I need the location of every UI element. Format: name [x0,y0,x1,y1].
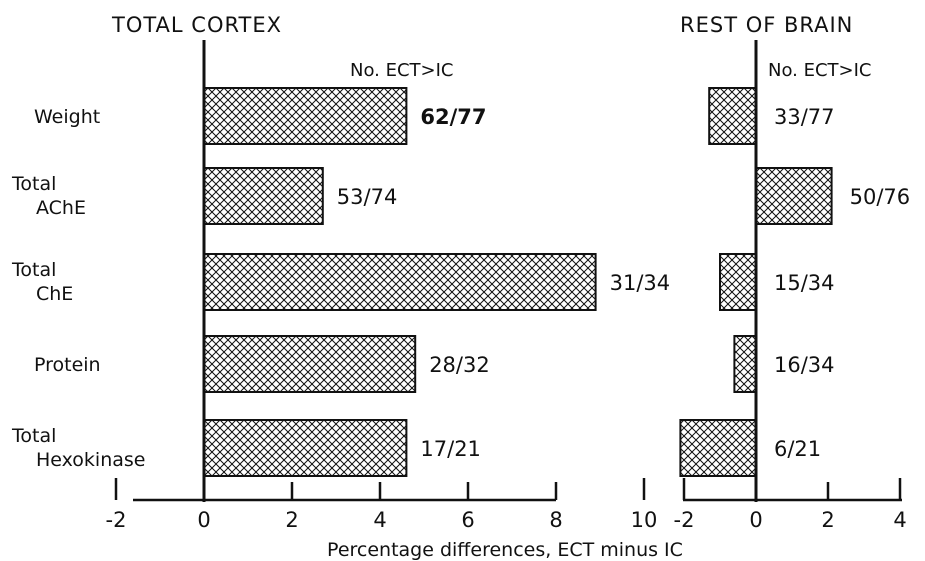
brain-bar [733,335,758,393]
cortex-panel-title: TOTAL CORTEX [111,13,282,37]
cortex-bar [203,253,597,311]
cortex-x-tick-label: 10 [631,508,658,532]
cortex-x-tick-label: 2 [285,508,298,532]
brain-ratio-label: 50/76 [850,185,911,209]
cortex-ratio-label: 62/77 [420,105,486,129]
cortex-x-tick-label: 8 [549,508,562,532]
cortex-bar [203,419,408,477]
cortex-count-header: No. ECT>IC [350,60,454,81]
category-label: Protein [34,354,101,376]
brain-panel-title: REST OF BRAIN [680,13,853,37]
category-label: Weight [34,106,100,128]
x-axis-label: Percentage differences, ECT minus IC [327,539,683,561]
brain-bar [679,419,758,477]
cortex-bar [203,335,417,393]
brain-bar [755,167,833,225]
cortex-x-tick-label: 6 [461,508,474,532]
category-label: Total [11,259,56,281]
category-label: Total [11,173,56,195]
category-label: AChE [36,197,86,219]
brain-ratio-label: 15/34 [774,271,835,295]
cortex-ratio-label: 53/74 [337,185,398,209]
cortex-x-tick-label: 0 [197,508,210,532]
brain-ratio-label: 6/21 [774,437,821,461]
brain-x-tick-label: 2 [821,508,834,532]
cortex-ratio-label: 17/21 [420,437,481,461]
cortex-x-tick-label: -2 [106,508,127,532]
brain-x-tick-label: 0 [749,508,762,532]
brain-bar [719,253,757,311]
cortex-x-tick-label: 4 [373,508,386,532]
brain-x-tick-label: 4 [893,508,906,532]
brain-x-tick-label: -2 [674,508,695,532]
chart-layer: WeightTotalAChETotalChEProteinTotalHexok… [11,40,910,532]
cortex-ratio-label: 28/32 [429,353,490,377]
category-label: ChE [36,283,73,305]
brain-ratio-label: 33/77 [774,105,835,129]
brain-ratio-label: 16/34 [774,353,835,377]
brain-count-header: No. ECT>IC [768,60,872,81]
cortex-ratio-label: 31/34 [610,271,671,295]
cortex-bar [203,87,408,145]
category-label: Total [11,425,56,447]
brain-bar [708,87,758,145]
cortex-bar [203,167,324,225]
category-label: Hexokinase [36,449,145,471]
